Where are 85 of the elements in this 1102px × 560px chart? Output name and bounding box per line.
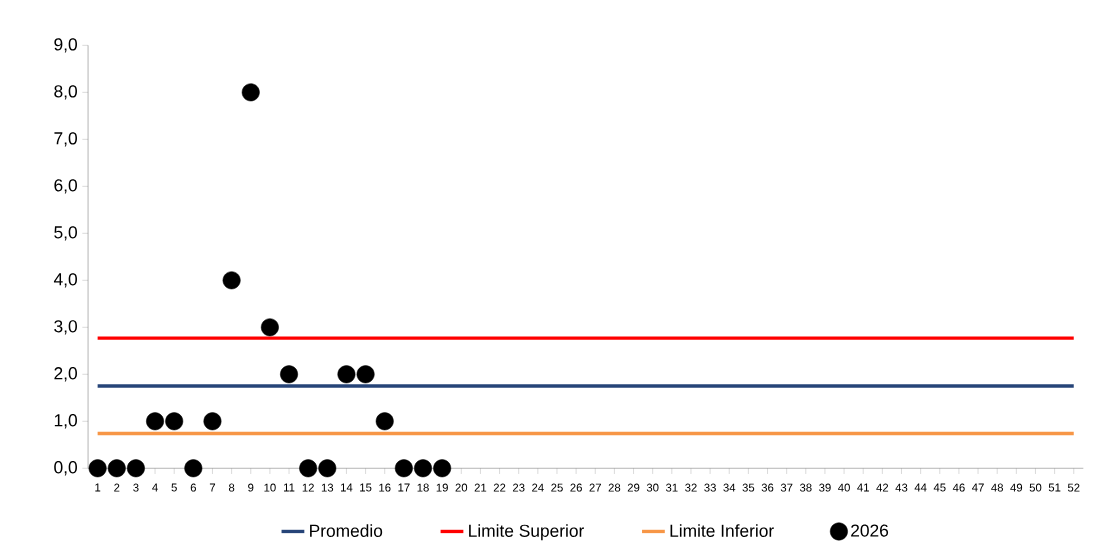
y-tick-label: 1,0 xyxy=(54,413,77,429)
x-tick-label: 21 xyxy=(474,483,487,492)
point xyxy=(107,459,126,478)
x-tick-label: 40 xyxy=(838,483,850,492)
x-tick-label: 35 xyxy=(742,483,755,492)
x-tick-label: 26 xyxy=(570,483,582,492)
x-tick-label: 12 xyxy=(302,483,314,492)
y-tick-label: 9,0 xyxy=(54,38,77,53)
y-tick-label: 6,0 xyxy=(54,179,77,194)
x-tick-label: 25 xyxy=(551,483,563,492)
x-tick-label: 43 xyxy=(895,483,908,492)
point xyxy=(222,271,241,290)
point xyxy=(241,83,260,102)
x-tick-label: 15 xyxy=(360,483,372,492)
x-tick-label: 1 xyxy=(95,483,101,492)
x-tick-label: 11 xyxy=(284,483,295,492)
point xyxy=(394,459,413,478)
y-tick-label: 8,0 xyxy=(54,85,77,100)
point xyxy=(184,459,203,478)
point xyxy=(126,459,145,478)
x-tick-label: 32 xyxy=(685,483,697,492)
x-tick-label: 46 xyxy=(952,483,965,492)
x-tick-label: 27 xyxy=(589,483,601,492)
x-tick-label: 22 xyxy=(493,483,506,492)
x-tick-label: 28 xyxy=(608,483,621,492)
x-tick-label: 24 xyxy=(532,483,544,492)
x-tick-label: 10 xyxy=(264,483,276,492)
point xyxy=(203,412,222,431)
point xyxy=(433,459,452,478)
point xyxy=(165,412,184,431)
point xyxy=(146,412,164,431)
x-tick-label: 41 xyxy=(857,483,869,492)
x-tick-label: 37 xyxy=(780,483,793,492)
point xyxy=(318,459,337,478)
x-tick-label: 34 xyxy=(723,483,736,492)
legend-label: 2026 xyxy=(851,524,889,537)
x-tick-label: 9 xyxy=(248,483,254,492)
x-tick-label: 17 xyxy=(398,483,410,492)
y-tick-label: 3,0 xyxy=(54,319,77,335)
x-tick-label: 18 xyxy=(417,483,429,492)
x-tick-label: 45 xyxy=(933,483,946,492)
y-tick-label: 7,0 xyxy=(54,132,77,147)
legend-label: Limite Inferior xyxy=(670,524,774,537)
x-tick-label: 39 xyxy=(819,483,831,492)
y-tick-label: 0,0 xyxy=(54,460,77,476)
x-tick-label: 31 xyxy=(665,483,678,492)
x-tick-label: 14 xyxy=(341,483,353,492)
x-tick-label: 52 xyxy=(1067,483,1080,492)
x-tick-label: 23 xyxy=(512,483,525,492)
x-tick-label: 2 xyxy=(114,483,120,492)
x-tick-label: 19 xyxy=(436,483,448,492)
x-tick-label: 13 xyxy=(321,483,334,492)
x-tick-label: 44 xyxy=(914,483,927,492)
point xyxy=(88,459,107,478)
x-tick-label: 49 xyxy=(1010,483,1023,492)
x-tick-label: 33 xyxy=(704,483,716,492)
x-tick-label: 29 xyxy=(627,483,640,492)
x-tick-label: 16 xyxy=(379,483,391,492)
x-tick-label: 36 xyxy=(761,483,774,492)
point xyxy=(260,318,279,337)
point xyxy=(375,412,394,431)
x-tick-label: 30 xyxy=(646,483,659,492)
point xyxy=(280,365,298,384)
point xyxy=(337,365,356,384)
legend-label: Promedio xyxy=(310,524,383,537)
x-tick-label: 7 xyxy=(209,483,216,492)
point xyxy=(414,459,432,478)
x-tick-label: 51 xyxy=(1048,483,1061,492)
y-tick-label: 4,0 xyxy=(53,272,77,288)
x-tick-label: 47 xyxy=(972,483,984,492)
legend-label: Limite Superior xyxy=(469,524,584,541)
point xyxy=(356,365,375,384)
x-tick-label: 6 xyxy=(190,483,196,492)
x-tick-label: 38 xyxy=(799,483,812,492)
y-tick-label: 2,0 xyxy=(54,366,77,382)
x-tick-label: 4 xyxy=(152,483,158,492)
x-tick-label: 3 xyxy=(133,483,139,492)
x-tick-label: 50 xyxy=(1029,483,1042,492)
x-tick-label: 42 xyxy=(876,483,889,492)
point xyxy=(299,459,318,478)
x-tick-label: 48 xyxy=(991,483,1004,492)
y-tick-label: 5,0 xyxy=(54,226,77,241)
x-tick-label: 8 xyxy=(228,483,235,492)
x-tick-label: 5 xyxy=(171,483,177,492)
x-tick-label: 20 xyxy=(455,483,468,492)
